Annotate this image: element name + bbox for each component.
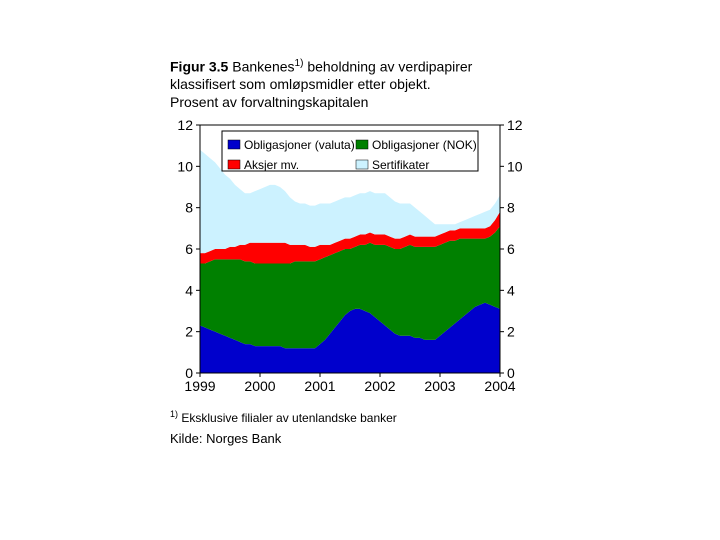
source: Kilde: Norges Bank [170,431,550,446]
chart-svg: 0022446688101012121999200020012002200320… [170,119,530,399]
footnote: 1) Eksklusive filialer av utenlandske ba… [170,409,550,425]
svg-text:12: 12 [507,119,523,133]
svg-text:Obligasjoner (valuta): Obligasjoner (valuta) [244,138,355,152]
svg-text:1999: 1999 [184,378,215,394]
svg-text:Obligasjoner (NOK): Obligasjoner (NOK) [372,138,477,152]
svg-text:10: 10 [177,158,193,174]
svg-text:2000: 2000 [244,378,275,394]
figure-title: Figur 3.5 Bankenes1) beholdning av verdi… [170,58,550,111]
svg-text:8: 8 [507,200,515,216]
svg-text:2: 2 [185,324,193,340]
svg-text:2001: 2001 [304,378,335,394]
svg-text:4: 4 [185,282,193,298]
svg-text:8: 8 [185,200,193,216]
figure-container: Figur 3.5 Bankenes1) beholdning av verdi… [170,58,550,446]
svg-text:10: 10 [507,158,523,174]
svg-text:12: 12 [177,119,193,133]
svg-text:2004: 2004 [484,378,515,394]
svg-text:2002: 2002 [364,378,395,394]
svg-text:4: 4 [507,282,515,298]
svg-text:Sertifikater: Sertifikater [372,158,429,172]
chart: 0022446688101012121999200020012002200320… [170,119,530,399]
svg-text:6: 6 [185,241,193,257]
svg-text:6: 6 [507,241,515,257]
svg-text:2003: 2003 [424,378,455,394]
svg-text:Aksjer mv.: Aksjer mv. [244,158,299,172]
figure-number: Figur 3.5 [170,59,228,75]
svg-text:2: 2 [507,324,515,340]
